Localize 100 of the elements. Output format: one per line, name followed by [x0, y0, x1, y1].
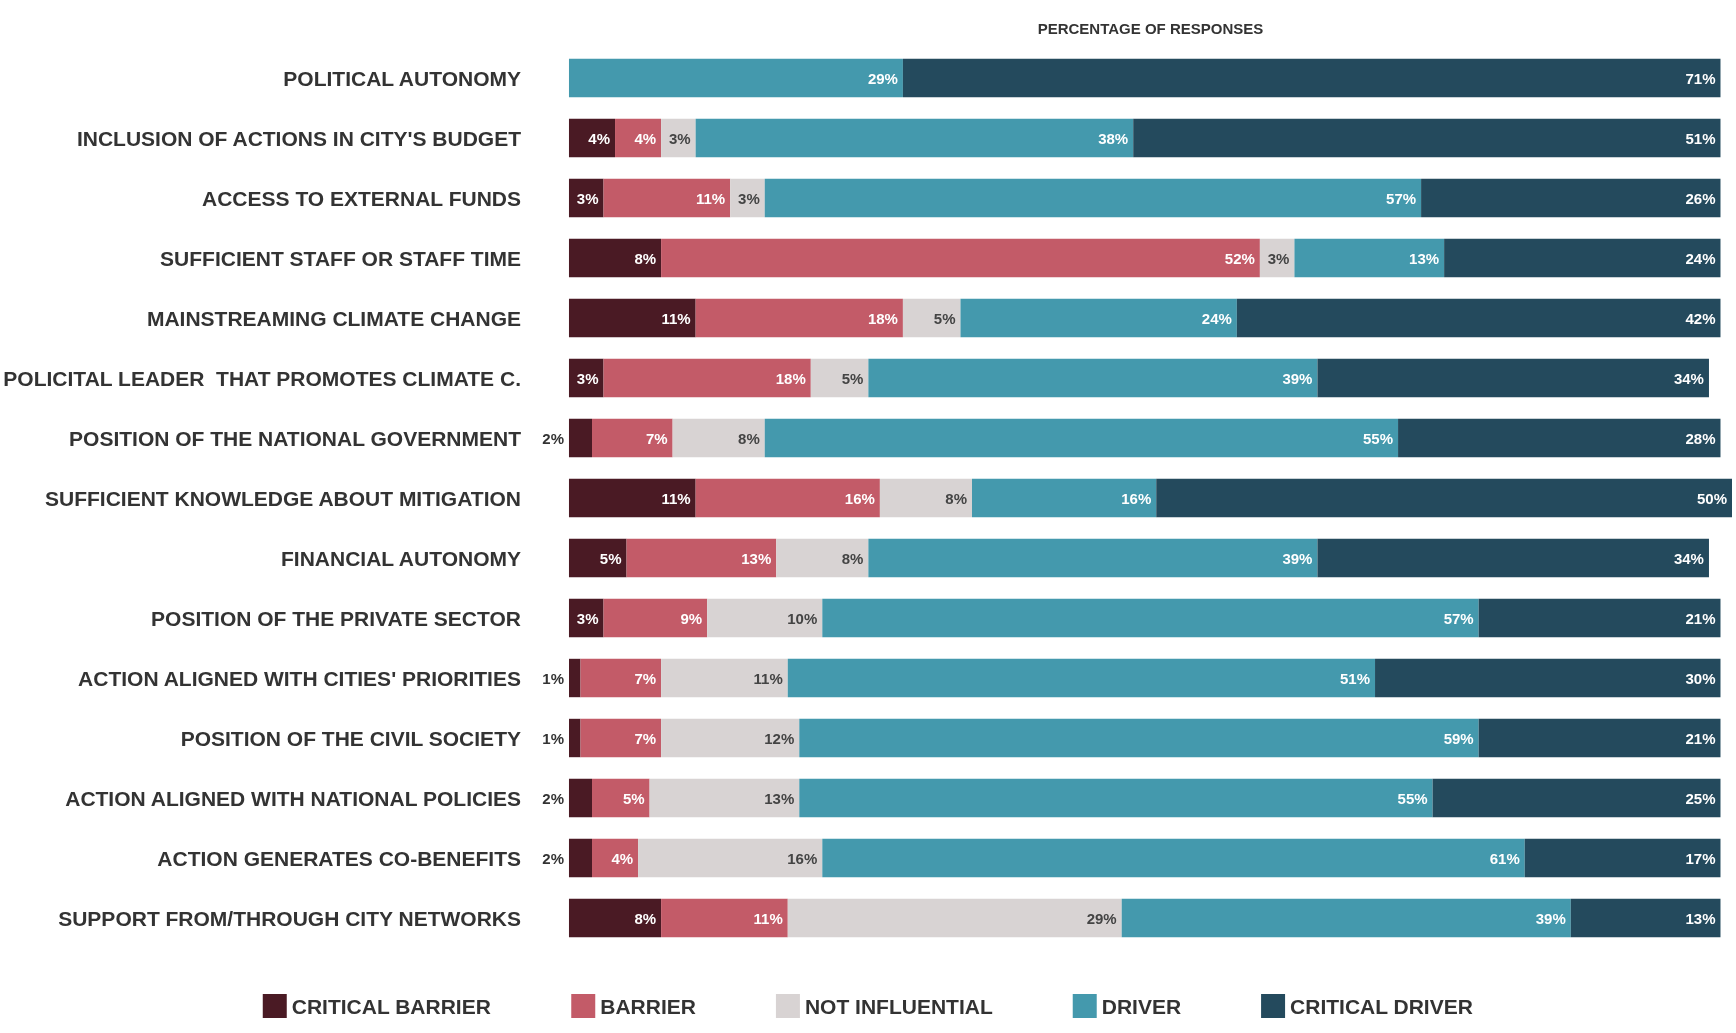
data-label: 3%: [1267, 249, 1290, 267]
data-label: 57%: [1443, 609, 1474, 627]
bar: [603, 358, 811, 398]
data-label: 24%: [1201, 309, 1232, 327]
y-tick-label: SUFFICIENT STAFF OR STAFF TIME: [160, 246, 521, 270]
bar: [695, 298, 903, 338]
bar: [1375, 658, 1721, 698]
bar: [603, 178, 731, 218]
bar: [1236, 298, 1721, 338]
data-label: 13%: [1685, 909, 1716, 927]
bar: [568, 58, 903, 98]
data-label: 16%: [844, 489, 875, 507]
bar: [1317, 358, 1709, 398]
data-label: 30%: [1685, 669, 1716, 687]
bar: [787, 658, 1376, 698]
bar: [1478, 718, 1721, 758]
bar: [764, 418, 1399, 458]
bar: [1570, 898, 1721, 938]
bar: [1421, 178, 1721, 218]
bar: [1444, 238, 1721, 278]
bar: [661, 238, 1260, 278]
bar: [787, 898, 1122, 938]
data-label: 57%: [1386, 189, 1417, 207]
data-label: 5%: [599, 549, 622, 567]
data-label: 12%: [764, 729, 795, 747]
data-label: 50%: [1696, 489, 1727, 507]
y-tick-label: SUFFICIENT KNOWLEDGE ABOUT MITIGATION: [45, 486, 521, 510]
data-label: 18%: [867, 309, 898, 327]
bar: [822, 838, 1525, 878]
data-label: 34%: [1673, 369, 1704, 387]
data-label: 3%: [668, 129, 691, 147]
bar: [799, 718, 1479, 758]
data-label: 39%: [1282, 549, 1313, 567]
bar: [661, 658, 788, 698]
legend-label: DRIVER: [1101, 994, 1182, 1018]
bar: [661, 718, 800, 758]
bar: [626, 538, 777, 578]
bar: [568, 898, 662, 938]
bar: [568, 118, 616, 158]
data-label: 1%: [542, 729, 564, 747]
data-label: 8%: [738, 429, 760, 447]
bar: [960, 298, 1237, 338]
bar: [868, 358, 1318, 398]
bar: [1317, 538, 1709, 578]
bar: [1524, 838, 1721, 878]
data-label: 38%: [1098, 129, 1129, 147]
data-label: 17%: [1685, 849, 1716, 867]
bar: [580, 658, 662, 698]
data-label: 7%: [645, 429, 668, 447]
bar: [1432, 778, 1721, 818]
y-tick-label: ACTION ALIGNED WITH NATIONAL POLICIES: [65, 786, 521, 810]
data-label: 21%: [1685, 609, 1716, 627]
bar: [707, 598, 823, 638]
bar: [568, 658, 581, 698]
data-label: 16%: [787, 849, 818, 867]
data-label: 4%: [588, 129, 611, 147]
data-label: 16%: [1121, 489, 1152, 507]
data-label: 28%: [1685, 429, 1716, 447]
data-label: 21%: [1685, 729, 1716, 747]
data-label: 55%: [1397, 789, 1428, 807]
y-tick-label: ACTION GENERATES CO-BENEFITS: [157, 846, 521, 870]
bar: [649, 778, 800, 818]
y-tick-label: POSITION OF THE CIVIL SOCIETY: [180, 726, 521, 750]
y-tick-label: INCLUSION OF ACTIONS IN CITY'S BUDGET: [76, 126, 522, 150]
data-label: 51%: [1340, 669, 1371, 687]
data-label: 42%: [1685, 309, 1716, 327]
bar: [1121, 898, 1571, 938]
y-tick-label: FINANCIAL AUTONOMY: [281, 546, 521, 570]
data-label: 59%: [1443, 729, 1474, 747]
bar: [1478, 598, 1721, 638]
data-label: 7%: [634, 669, 657, 687]
legend-label: CRITICAL DRIVER: [1290, 994, 1473, 1018]
data-label: 11%: [695, 189, 726, 207]
bar: [661, 898, 788, 938]
data-label: 71%: [1685, 69, 1716, 87]
data-label: 13%: [764, 789, 795, 807]
data-label: 25%: [1685, 789, 1716, 807]
bar: [1398, 418, 1721, 458]
data-label: 5%: [841, 369, 864, 387]
data-label: 11%: [661, 489, 691, 507]
data-label: 4%: [611, 849, 634, 867]
bar: [603, 598, 708, 638]
data-label: 3%: [576, 609, 599, 627]
bar: [568, 298, 696, 338]
x-axis-title: PERCENTAGE OF RESPONSES: [1037, 20, 1264, 37]
data-label: 3%: [576, 369, 599, 387]
data-label: 8%: [634, 909, 657, 927]
bar: [868, 538, 1318, 578]
data-label: 2%: [542, 849, 564, 867]
data-label: 3%: [576, 189, 599, 207]
data-label: 11%: [753, 909, 783, 927]
bar: [1156, 478, 1732, 518]
bar: [695, 118, 1134, 158]
bar: [592, 778, 650, 818]
data-label: 61%: [1489, 849, 1520, 867]
bar: [799, 778, 1433, 818]
y-tick-label: POSITION OF THE NATIONAL GOVERNMENT: [69, 426, 522, 450]
data-label: 29%: [1086, 909, 1117, 927]
legend-label: BARRIER: [600, 994, 696, 1018]
bar: [568, 238, 662, 278]
